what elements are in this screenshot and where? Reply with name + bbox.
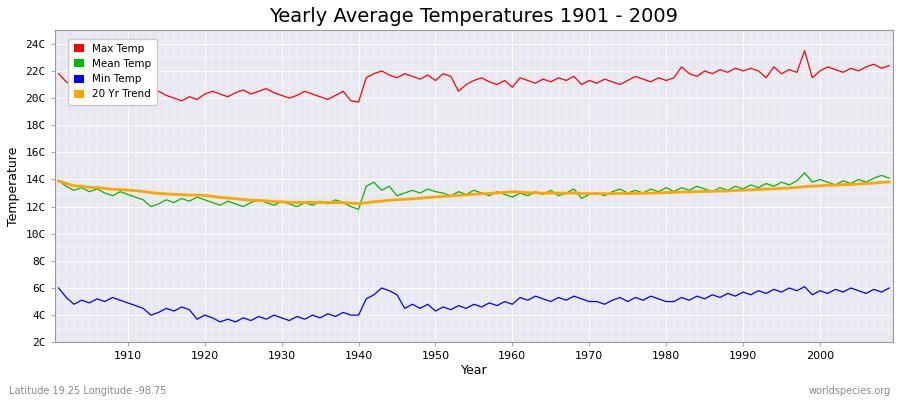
Text: worldspecies.org: worldspecies.org bbox=[809, 386, 891, 396]
Legend: Max Temp, Mean Temp, Min Temp, 20 Yr Trend: Max Temp, Mean Temp, Min Temp, 20 Yr Tre… bbox=[68, 39, 157, 105]
Text: Latitude 19.25 Longitude -98.75: Latitude 19.25 Longitude -98.75 bbox=[9, 386, 166, 396]
Y-axis label: Temperature: Temperature bbox=[7, 146, 20, 226]
Title: Yearly Average Temperatures 1901 - 2009: Yearly Average Temperatures 1901 - 2009 bbox=[269, 7, 679, 26]
X-axis label: Year: Year bbox=[461, 364, 487, 377]
